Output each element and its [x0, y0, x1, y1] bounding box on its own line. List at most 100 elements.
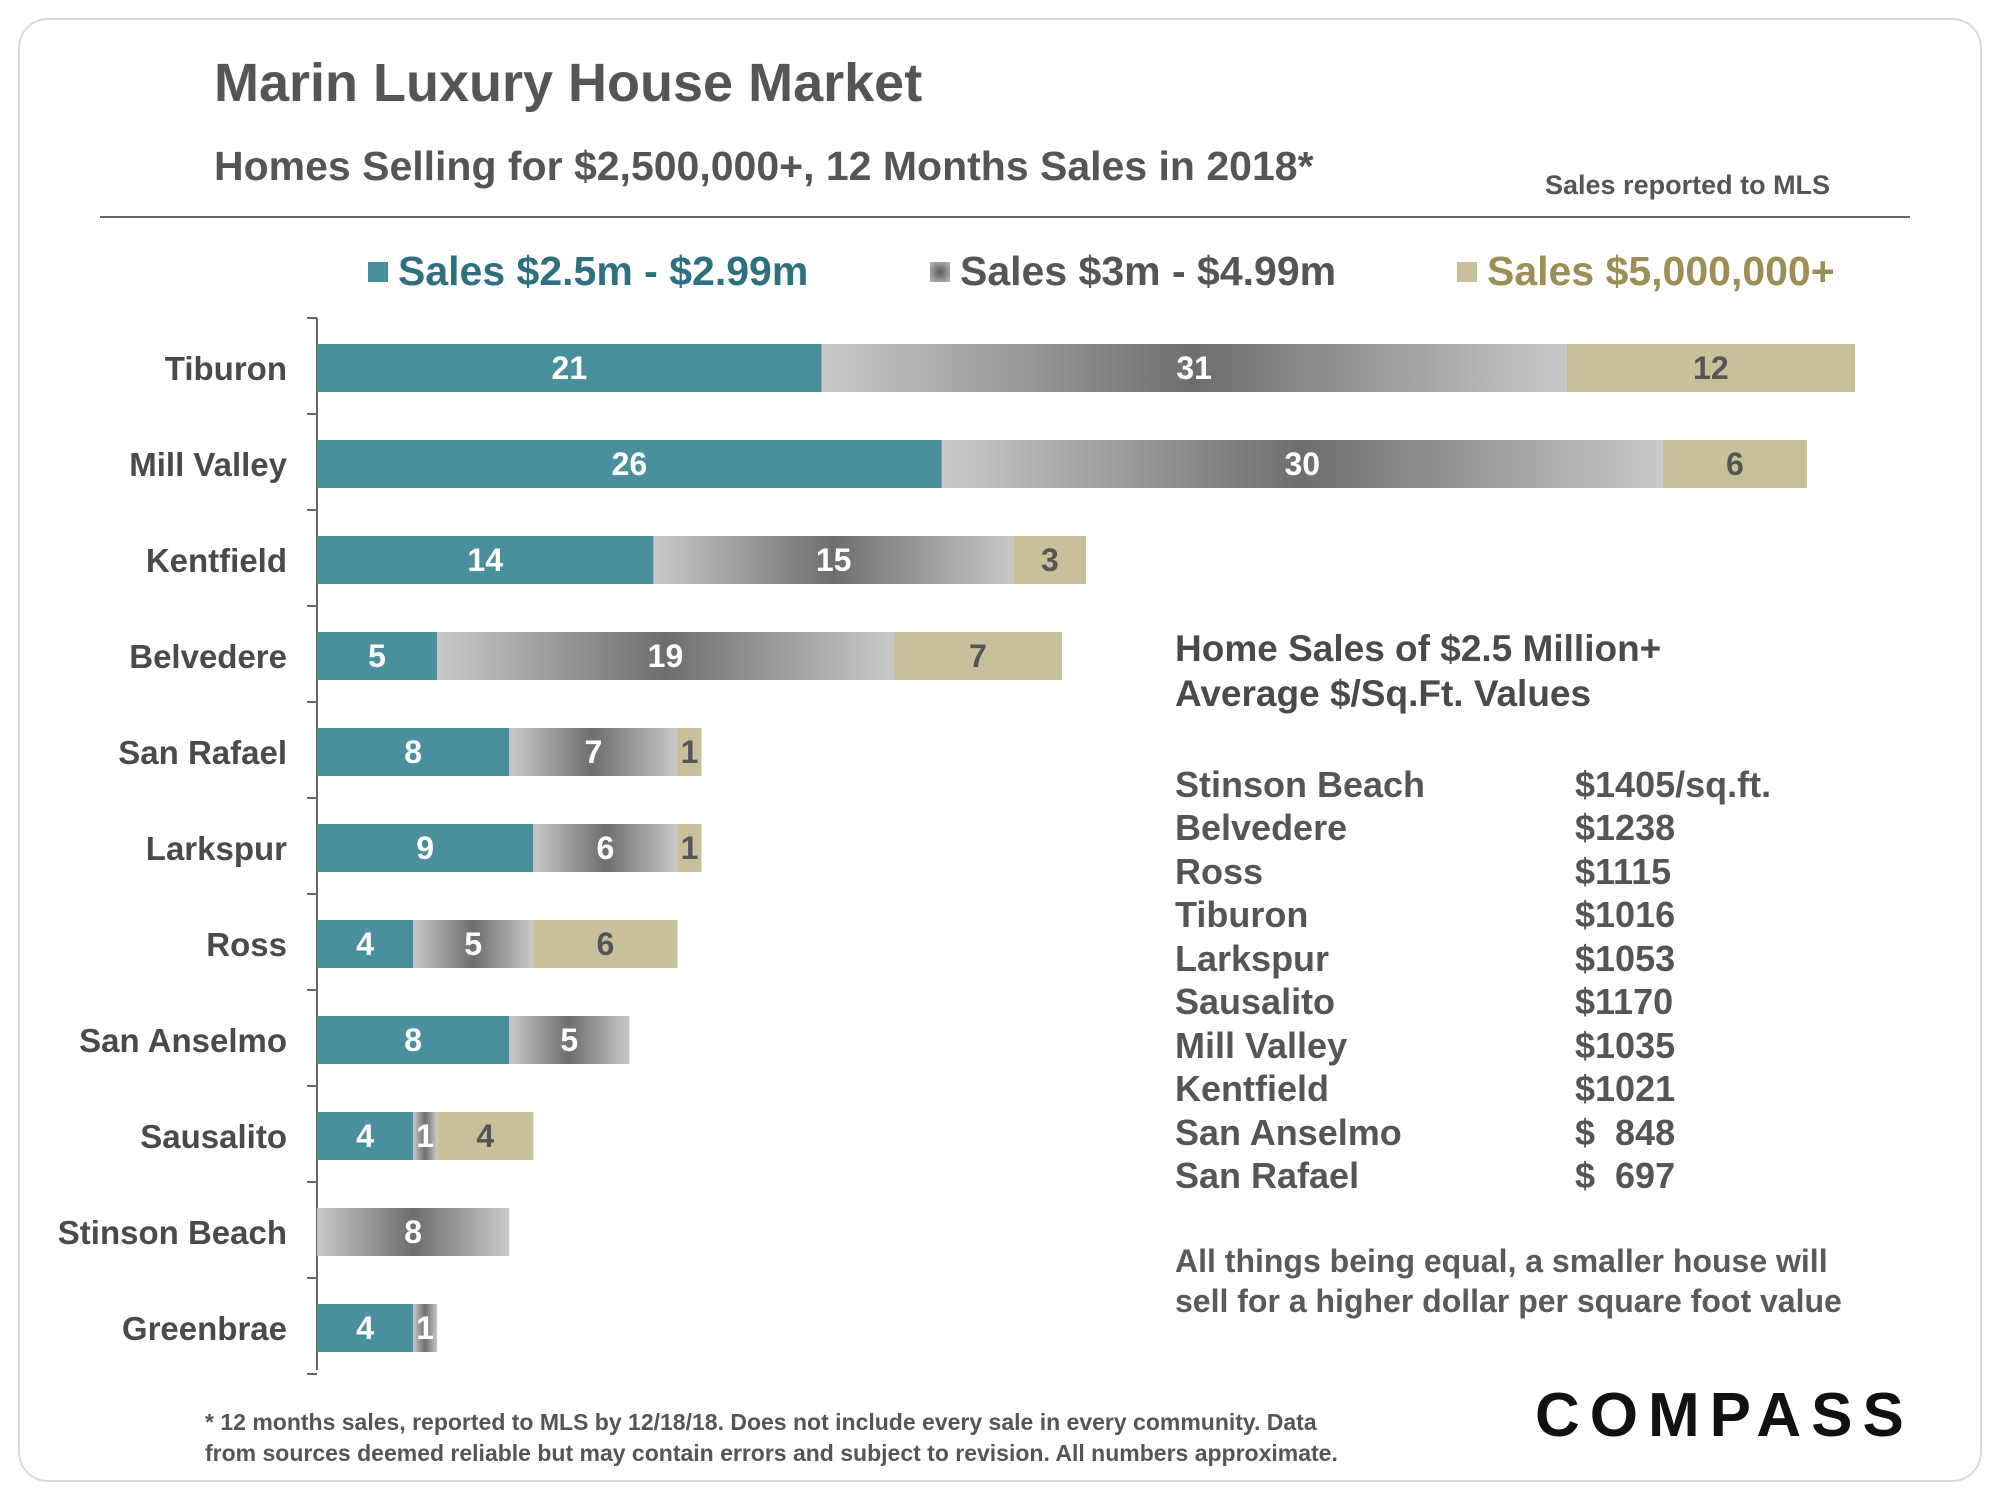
bar-value-label: 6 — [1726, 446, 1744, 482]
bar-segment-1 — [317, 920, 414, 968]
bar-segment-2 — [413, 1112, 438, 1160]
bar-value-label: 3 — [1041, 542, 1059, 578]
psf-row: Belvedere $1238 — [1175, 807, 1675, 849]
psf-heading-line2: Average $/Sq.Ft. Values — [1175, 673, 1592, 714]
bar-value-label: 26 — [612, 446, 648, 482]
bar-segment-3 — [1566, 344, 1855, 392]
legend-swatch-teal — [368, 261, 388, 282]
bar-value-label: 4 — [356, 926, 374, 962]
bar-value-label: 4 — [476, 1118, 494, 1154]
bar-value-label: 12 — [1693, 350, 1729, 386]
psf-value: $1115 — [1575, 851, 1672, 892]
psf-value: $1405/sq.ft. — [1575, 764, 1772, 805]
psf-heading-line1: Home Sales of $2.5 Million+ — [1175, 628, 1662, 669]
bar-segment-1 — [317, 824, 534, 872]
psf-value: $1021 — [1575, 1068, 1676, 1109]
legend-label-tier-2: Sales $3m - $4.99m — [960, 248, 1337, 294]
bar-value-label: 30 — [1284, 446, 1320, 482]
bar-segment-2 — [437, 632, 894, 680]
bar-segment-3 — [533, 920, 678, 968]
psf-value: $1016 — [1575, 894, 1676, 935]
bar-value-label: 1 — [681, 830, 699, 866]
psf-row: Tiburon $1016 — [1175, 894, 1675, 936]
category-label: Stinson Beach — [58, 1214, 287, 1251]
footnote-line2: from sources deemed reliable but may con… — [205, 1440, 1338, 1466]
bar-value-label: 1 — [416, 1118, 434, 1154]
bar-value-label: 8 — [404, 1022, 422, 1058]
category-label: San Anselmo — [79, 1022, 287, 1059]
psf-area: San Rafael — [1175, 1155, 1360, 1196]
bar-segment-1 — [317, 1112, 414, 1160]
legend-item-tier-1: Sales $2.5m - $2.99m — [368, 248, 808, 295]
bar-segment-2 — [509, 1016, 630, 1064]
header-divider — [100, 216, 1910, 218]
bar-segment-2 — [509, 728, 678, 776]
bar-segment-2 — [317, 1208, 510, 1256]
psf-row: San Rafael $ 697 — [1175, 1155, 1675, 1197]
bar-segment-2 — [653, 536, 1014, 584]
legend-label-tier-1: Sales $2.5m - $2.99m — [398, 248, 809, 294]
bar-segment-1 — [317, 728, 510, 776]
psf-area: Mill Valley — [1175, 1025, 1348, 1066]
psf-area: Kentfield — [1175, 1068, 1330, 1109]
bar-segment-2 — [821, 344, 1567, 392]
legend-swatch-tan — [1457, 261, 1477, 282]
bar-value-label: 15 — [816, 542, 852, 578]
bar-value-label: 1 — [681, 734, 699, 770]
psf-area: Tiburon — [1175, 894, 1309, 935]
category-label: Sausalito — [140, 1118, 287, 1155]
bar-segment-1 — [317, 536, 654, 584]
bar-segment-1 — [317, 440, 942, 488]
page-subtitle: Homes Selling for $2,500,000+, 12 Months… — [214, 143, 1314, 189]
bar-value-label: 5 — [464, 926, 482, 962]
psf-area: Larkspur — [1175, 938, 1330, 979]
bar-segment-3 — [437, 1112, 534, 1160]
bar-segment-3 — [677, 824, 702, 872]
slide-frame — [18, 18, 1982, 1482]
psf-area: Belvedere — [1175, 807, 1348, 848]
category-label: Ross — [206, 926, 287, 963]
bar-value-label: 31 — [1176, 350, 1212, 386]
category-label: Mill Valley — [129, 446, 287, 483]
psf-area: Stinson Beach — [1175, 764, 1426, 805]
bar-value-label: 14 — [467, 542, 503, 578]
psf-value: $1170 — [1575, 981, 1674, 1022]
bar-segment-3 — [677, 728, 702, 776]
psf-row: Larkspur $1053 — [1175, 938, 1675, 980]
psf-row: Kentfield $1021 — [1175, 1068, 1675, 1110]
bar-value-label: 4 — [356, 1118, 374, 1154]
psf-row: Ross $1115 — [1175, 851, 1671, 893]
bar-value-label: 5 — [560, 1022, 578, 1058]
category-label: Larkspur — [146, 830, 287, 867]
bar-segment-1 — [317, 344, 822, 392]
bar-value-label: 19 — [648, 638, 684, 674]
bar-value-label: 1 — [416, 1310, 434, 1346]
bar-segment-1 — [317, 1304, 414, 1352]
legend-label-tier-3: Sales $5,000,000+ — [1487, 248, 1835, 294]
bar-segment-2 — [413, 920, 534, 968]
bar-value-label: 9 — [416, 830, 434, 866]
page-title: Marin Luxury House Market — [214, 53, 923, 113]
psf-row: San Anselmo $ 848 — [1175, 1112, 1675, 1154]
category-label: San Rafael — [118, 734, 287, 771]
bar-segment-2 — [533, 824, 678, 872]
psf-area: Sausalito — [1175, 981, 1336, 1022]
psf-value: $1053 — [1575, 938, 1676, 979]
bar-value-label: 8 — [404, 734, 422, 770]
psf-area: San Anselmo — [1175, 1112, 1402, 1153]
category-label: Belvedere — [129, 638, 287, 675]
bar-value-label: 8 — [404, 1214, 422, 1250]
note-line2: sell for a higher dollar per square foot… — [1175, 1283, 1842, 1319]
category-label: Tiburon — [165, 350, 287, 387]
bar-value-label: 5 — [368, 638, 386, 674]
psf-row: Mill Valley $1035 — [1175, 1025, 1675, 1067]
bar-segment-3 — [1662, 440, 1807, 488]
category-label: Greenbrae — [122, 1310, 287, 1347]
bar-value-label: 7 — [969, 638, 987, 674]
bar-segment-2 — [941, 440, 1663, 488]
compass-logo: COMPASS — [1535, 1381, 1914, 1450]
psf-row: Sausalito $1170 — [1175, 981, 1673, 1023]
bar-value-label: 21 — [552, 350, 588, 386]
legend-item-tier-2: Sales $3m - $4.99m — [930, 248, 1336, 295]
